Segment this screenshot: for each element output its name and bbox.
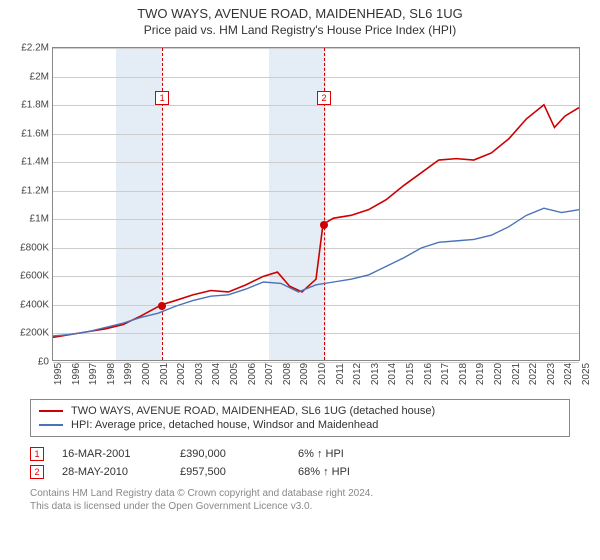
x-axis-label: 2007	[264, 363, 275, 385]
tx-date: 28-MAY-2010	[62, 466, 162, 478]
footer-line2: This data is licensed under the Open Gov…	[30, 500, 570, 513]
x-axis-label: 2021	[511, 363, 522, 385]
plot-area: £0£200K£400K£600K£800K£1M£1.2M£1.4M£1.6M…	[52, 47, 580, 361]
footer-attribution: Contains HM Land Registry data © Crown c…	[30, 487, 570, 513]
x-axis-label: 2001	[159, 363, 170, 385]
legend-item: HPI: Average price, detached house, Wind…	[39, 418, 561, 432]
series-hpi	[53, 208, 579, 336]
tx-pct-vs-hpi: 6% ↑ HPI	[298, 448, 388, 460]
x-axis-label: 2005	[229, 363, 240, 385]
y-axis-label: £2.2M	[21, 43, 53, 54]
y-axis-label: £1.6M	[21, 128, 53, 139]
legend-label: TWO WAYS, AVENUE ROAD, MAIDENHEAD, SL6 1…	[71, 405, 435, 417]
x-axis-label: 1998	[106, 363, 117, 385]
x-axis-label: 2004	[211, 363, 222, 385]
legend-label: HPI: Average price, detached house, Wind…	[71, 419, 378, 431]
chart-subtitle: Price paid vs. HM Land Registry's House …	[0, 23, 600, 37]
y-axis-label: £1M	[30, 214, 53, 225]
transaction-row: 2 28-MAY-2010 £957,500 68% ↑ HPI	[30, 463, 570, 481]
x-axis-label: 2010	[317, 363, 328, 385]
x-axis-label: 2016	[423, 363, 434, 385]
title-block: TWO WAYS, AVENUE ROAD, MAIDENHEAD, SL6 1…	[0, 0, 600, 39]
transaction-table: 1 16-MAR-2001 £390,000 6% ↑ HPI 2 28-MAY-2010…	[30, 445, 570, 481]
tx-date: 16-MAR-2001	[62, 448, 162, 460]
tx-price: £957,500	[180, 466, 280, 478]
y-axis-label: £400K	[20, 299, 53, 310]
y-axis-label: £600K	[20, 271, 53, 282]
x-axis-label: 2003	[194, 363, 205, 385]
tx-price: £390,000	[180, 448, 280, 460]
x-axis-label: 2023	[546, 363, 557, 385]
series-svg	[53, 48, 579, 360]
x-axis-label: 2006	[247, 363, 258, 385]
y-axis-label: £1.8M	[21, 100, 53, 111]
legend-item: TWO WAYS, AVENUE ROAD, MAIDENHEAD, SL6 1…	[39, 404, 561, 418]
legend-swatch	[39, 410, 63, 412]
tx-marker: 1	[30, 447, 44, 461]
x-axis-label: 2008	[282, 363, 293, 385]
price-dot	[320, 221, 328, 229]
y-axis-label: £1.2M	[21, 185, 53, 196]
legend-box: TWO WAYS, AVENUE ROAD, MAIDENHEAD, SL6 1…	[30, 399, 570, 437]
x-axis-label: 2022	[528, 363, 539, 385]
tx-pct-vs-hpi: 68% ↑ HPI	[298, 466, 388, 478]
x-axis-label: 2013	[370, 363, 381, 385]
y-axis-label: £800K	[20, 242, 53, 253]
y-axis-label: £200K	[20, 328, 53, 339]
x-axis-label: 2020	[493, 363, 504, 385]
x-axis-label: 2017	[440, 363, 451, 385]
y-axis-label: £2M	[30, 71, 53, 82]
tx-marker: 2	[30, 465, 44, 479]
series-price_paid	[53, 105, 579, 338]
x-axis-label: 1995	[53, 363, 64, 385]
x-axis-label: 1997	[88, 363, 99, 385]
x-axis-label: 2011	[335, 363, 346, 385]
x-axis-label: 2002	[176, 363, 187, 385]
x-axis-label: 2000	[141, 363, 152, 385]
y-axis-label: £0	[38, 357, 53, 368]
x-axis-label: 2012	[352, 363, 363, 385]
x-axis-label: 2019	[475, 363, 486, 385]
x-axis-label: 1996	[71, 363, 82, 385]
x-axis-label: 2018	[458, 363, 469, 385]
x-axis-label: 2014	[387, 363, 398, 385]
x-axis-label: 2015	[405, 363, 416, 385]
price-dot	[158, 302, 166, 310]
x-axis-label: 1999	[123, 363, 134, 385]
chart-title: TWO WAYS, AVENUE ROAD, MAIDENHEAD, SL6 1…	[0, 6, 600, 21]
y-axis-label: £1.4M	[21, 157, 53, 168]
transaction-row: 1 16-MAR-2001 £390,000 6% ↑ HPI	[30, 445, 570, 463]
x-axis-label: 2024	[563, 363, 574, 385]
footer-line1: Contains HM Land Registry data © Crown c…	[30, 487, 570, 500]
legend-swatch	[39, 424, 63, 426]
x-axis-label: 2009	[299, 363, 310, 385]
x-axis-label: 2025	[581, 363, 592, 385]
chart-container: £0 £200K £400K £600K £800K £1M £1.2M £1.4M £1.6M…	[10, 43, 590, 393]
